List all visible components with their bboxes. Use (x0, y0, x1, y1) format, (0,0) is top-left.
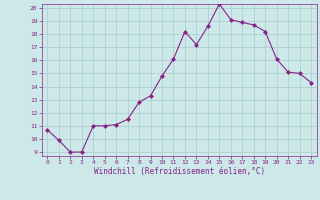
X-axis label: Windchill (Refroidissement éolien,°C): Windchill (Refroidissement éolien,°C) (94, 167, 265, 176)
